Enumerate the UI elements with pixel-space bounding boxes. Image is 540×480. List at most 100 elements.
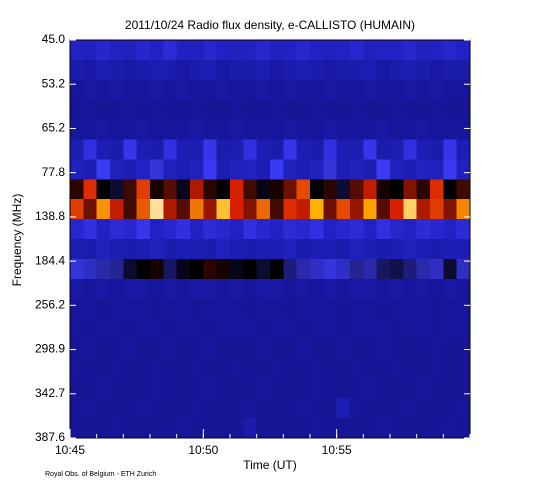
heatmap-cell bbox=[136, 278, 151, 300]
heatmap-cell bbox=[310, 418, 324, 439]
heatmap-cell bbox=[203, 40, 218, 61]
heatmap-cell bbox=[430, 239, 444, 260]
heatmap-cell bbox=[256, 79, 271, 101]
heatmap-cell bbox=[83, 418, 98, 439]
heatmap-cell bbox=[96, 79, 111, 101]
heatmap-cell bbox=[416, 159, 431, 180]
heatmap-cell bbox=[323, 239, 338, 260]
heatmap-cell bbox=[336, 219, 351, 240]
heatmap-cell bbox=[70, 59, 84, 81]
y-tick-label: 387.6 bbox=[35, 430, 65, 444]
heatmap-cell bbox=[363, 79, 378, 101]
heatmap-cell bbox=[136, 179, 151, 200]
heatmap-cell bbox=[96, 378, 111, 399]
heatmap-cell bbox=[230, 239, 244, 260]
heatmap-cell bbox=[243, 358, 258, 379]
heatmap-cell bbox=[230, 418, 244, 439]
heatmap-cell bbox=[110, 378, 124, 399]
heatmap-cell bbox=[443, 219, 458, 240]
heatmap-cell bbox=[283, 418, 298, 439]
heatmap-cell bbox=[363, 258, 378, 280]
heatmap-cell bbox=[176, 139, 191, 160]
heatmap-cell bbox=[256, 258, 271, 280]
x-tick-label: 10:45 bbox=[55, 443, 85, 457]
heatmap-cell bbox=[310, 338, 324, 359]
heatmap-cell bbox=[123, 378, 138, 399]
heatmap-cell bbox=[456, 358, 471, 379]
heatmap-cell bbox=[150, 79, 164, 101]
heatmap-cell bbox=[350, 99, 364, 121]
heatmap-cell bbox=[203, 79, 218, 101]
heatmap-cell bbox=[110, 258, 124, 280]
x-axis-title: Time (UT) bbox=[243, 458, 297, 472]
heatmap-cell bbox=[190, 239, 204, 260]
heatmap-cell bbox=[430, 219, 444, 240]
heatmap-cell bbox=[270, 79, 284, 101]
heatmap-cell bbox=[283, 59, 298, 81]
heatmap-cell bbox=[270, 40, 284, 61]
heatmap-cell bbox=[110, 418, 124, 439]
heatmap-cell bbox=[323, 398, 338, 419]
chart-title: 2011/10/24 Radio flux density, e-CALLIST… bbox=[125, 18, 415, 32]
heatmap-cell bbox=[256, 199, 271, 220]
heatmap-cell bbox=[243, 338, 258, 359]
heatmap-cell bbox=[163, 40, 178, 61]
heatmap-cell bbox=[136, 59, 151, 81]
heatmap-cell bbox=[123, 358, 138, 379]
heatmap-cell bbox=[243, 59, 258, 81]
heatmap-cell bbox=[243, 398, 258, 419]
heatmap-cell bbox=[363, 159, 378, 180]
heatmap-cell bbox=[270, 418, 284, 439]
heatmap-cell bbox=[163, 79, 178, 101]
heatmap-cell bbox=[296, 239, 311, 260]
heatmap-cell bbox=[323, 119, 338, 141]
heatmap-cell bbox=[136, 159, 151, 180]
heatmap-cell bbox=[283, 278, 298, 300]
heatmap-cell bbox=[350, 378, 364, 399]
heatmap-cell bbox=[416, 278, 431, 300]
heatmap-cell bbox=[230, 258, 244, 280]
heatmap-cell bbox=[176, 358, 191, 379]
heatmap-cell bbox=[403, 258, 418, 280]
heatmap-cell bbox=[176, 219, 191, 240]
heatmap-cell bbox=[403, 278, 418, 300]
heatmap-cell bbox=[136, 219, 151, 240]
heatmap-cell bbox=[123, 139, 138, 160]
heatmap-cell bbox=[430, 59, 444, 81]
heatmap-cell bbox=[83, 79, 98, 101]
heatmap-cell bbox=[70, 378, 84, 399]
heatmap-cell bbox=[376, 40, 391, 61]
heatmap-cell bbox=[283, 179, 298, 200]
heatmap-cell bbox=[336, 59, 351, 81]
heatmap-cell bbox=[376, 159, 391, 180]
heatmap-cell bbox=[323, 418, 338, 439]
heatmap-cell bbox=[456, 258, 471, 280]
heatmap-cell bbox=[390, 79, 404, 101]
heatmap-cell bbox=[363, 398, 378, 419]
heatmap-cell bbox=[456, 239, 471, 260]
heatmap-cell bbox=[190, 378, 204, 399]
heatmap-cell bbox=[296, 258, 311, 280]
heatmap-cell bbox=[443, 398, 458, 419]
heatmap-cell bbox=[443, 338, 458, 359]
heatmap-cell bbox=[350, 418, 364, 439]
heatmap-cell bbox=[96, 139, 111, 160]
y-tick-label: 53.2 bbox=[42, 76, 66, 90]
heatmap-cell bbox=[270, 358, 284, 379]
heatmap-cell bbox=[350, 338, 364, 359]
heatmap-cell bbox=[203, 338, 218, 359]
heatmap-cell bbox=[350, 199, 364, 220]
heatmap-cell bbox=[376, 418, 391, 439]
heatmap-cell bbox=[363, 239, 378, 260]
heatmap-cell bbox=[296, 199, 311, 220]
heatmap-cell bbox=[123, 258, 138, 280]
heatmap-cell bbox=[83, 59, 98, 81]
heatmap-cell bbox=[163, 199, 178, 220]
heatmap-cell bbox=[70, 298, 84, 320]
heatmap-cell bbox=[150, 219, 164, 240]
heatmap-cell bbox=[350, 159, 364, 180]
heatmap-cell bbox=[270, 398, 284, 419]
heatmap-cell bbox=[336, 298, 351, 320]
heatmap-cell bbox=[136, 358, 151, 379]
